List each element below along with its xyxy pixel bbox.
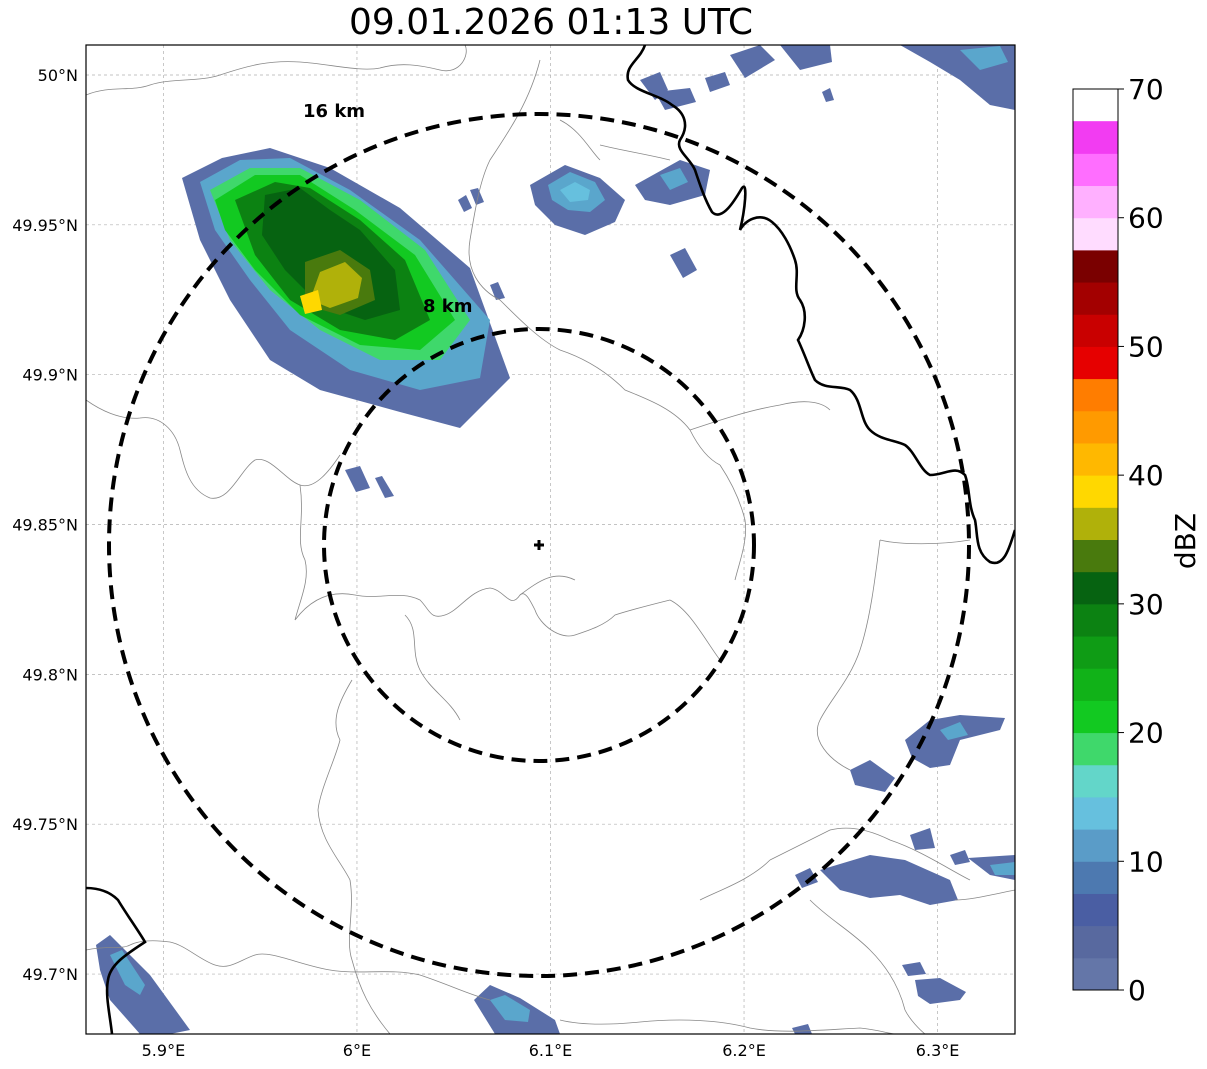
colorbar-band: [1073, 475, 1118, 508]
colorbar-band: [1073, 249, 1118, 283]
colorbar-band: [1073, 346, 1118, 380]
colorbar-band: [1073, 764, 1118, 798]
y-tick-label: 50°N: [38, 66, 78, 85]
radar-site-marker: [534, 540, 544, 550]
y-tick-label: 49.85°N: [12, 516, 78, 535]
colorbar-band: [1073, 282, 1118, 315]
echo-cell-nw-core: [310, 262, 362, 308]
colorbar-band: [1073, 925, 1118, 959]
colorbar-band: [1073, 442, 1118, 476]
echo-cell-northeast-light: [660, 46, 1008, 190]
colorbar-band: [1073, 796, 1118, 830]
colorbar-tick-label: 70: [1128, 73, 1164, 106]
national-borders: [86, 45, 1015, 1034]
radar-echoes: [96, 45, 1015, 1034]
echo-cell-south: [474, 985, 812, 1034]
echo-cell-small: [345, 188, 505, 498]
y-axis-ticks: 50°N 49.95°N 49.9°N 49.85°N 49.8°N 49.75°N 49.…: [12, 66, 78, 984]
echo-cell-nw-peak: [300, 290, 322, 314]
regional-borders: [86, 45, 1015, 1034]
map-title: 09.01.2026 01:13 UTC: [348, 2, 754, 43]
y-tick-label: 49.9°N: [22, 366, 78, 385]
colorbar-band: [1073, 507, 1118, 540]
colorbar-band: [1073, 217, 1118, 251]
colorbar-band: [1073, 732, 1118, 766]
colorbar-band: [1073, 378, 1118, 412]
colorbar-frame: [1072, 88, 1119, 991]
colorbar-band: [1073, 861, 1118, 894]
colorbar-tick-label: 30: [1128, 588, 1164, 621]
colorbar: 0 10 20 30 40 50 60 70 dBZ: [1072, 73, 1202, 1007]
x-tick-label: 6.2°E: [722, 1041, 766, 1060]
colorbar-band: [1073, 829, 1118, 862]
map-frame: [85, 44, 1016, 1035]
range-ring-label-8km: 8 km: [423, 296, 473, 317]
x-tick-label: 6.3°E: [916, 1041, 960, 1060]
colorbar-band: [1073, 700, 1118, 734]
colorbar-band: [1073, 153, 1118, 187]
colorbar-band: [1073, 893, 1118, 927]
colorbar-band: [1073, 957, 1118, 991]
map-panel[interactable]: 16 km 8 km: [85, 44, 1016, 1035]
range-ring-16km: [107, 112, 971, 978]
colorbar-band: [1073, 185, 1118, 219]
colorbar-label: dBZ: [1169, 513, 1202, 569]
colorbar-band: [1073, 539, 1118, 573]
colorbar-band: [1073, 668, 1118, 701]
colorbar-ticks: 0 10 20 30 40 50 60 70: [1118, 73, 1164, 1007]
echo-cell-southeast-light: [940, 722, 1015, 875]
colorbar-tick-label: 0: [1128, 974, 1146, 1007]
colorbar-band: [1073, 636, 1118, 669]
range-ring-label-16km: 16 km: [303, 101, 365, 122]
colorbar-tick-label: 20: [1128, 717, 1164, 750]
range-rings: [107, 112, 971, 978]
colorbar-band: [1073, 571, 1118, 605]
colorbar-band: [1073, 121, 1118, 154]
echo-cell-northwest: [182, 148, 510, 428]
y-tick-label: 49.8°N: [22, 665, 78, 684]
x-tick-label: 6.1°E: [529, 1041, 573, 1060]
colorbar-bands: [1073, 121, 1118, 991]
range-ring-8km: [322, 327, 756, 763]
echo-cell-north: [530, 165, 625, 235]
colorbar-band: [1073, 603, 1118, 637]
colorbar-tick-label: 60: [1128, 202, 1164, 235]
x-tick-label: 6°E: [343, 1041, 371, 1060]
colorbar-tick-label: 40: [1128, 459, 1164, 492]
echo-cell-southeast: [795, 715, 1015, 1004]
colorbar-tick-label: 10: [1128, 845, 1164, 878]
y-tick-label: 49.7°N: [22, 965, 78, 984]
gridlines: [86, 45, 1015, 1034]
colorbar-band: [1073, 314, 1118, 347]
x-tick-label: 5.9°E: [142, 1041, 186, 1060]
x-axis-ticks: 5.9°E 6°E 6.1°E 6.2°E 6.3°E: [142, 1041, 960, 1060]
colorbar-band: [1073, 410, 1118, 444]
colorbar-tick-label: 50: [1128, 330, 1164, 363]
y-tick-label: 49.75°N: [12, 815, 78, 834]
y-tick-label: 49.95°N: [12, 216, 78, 235]
